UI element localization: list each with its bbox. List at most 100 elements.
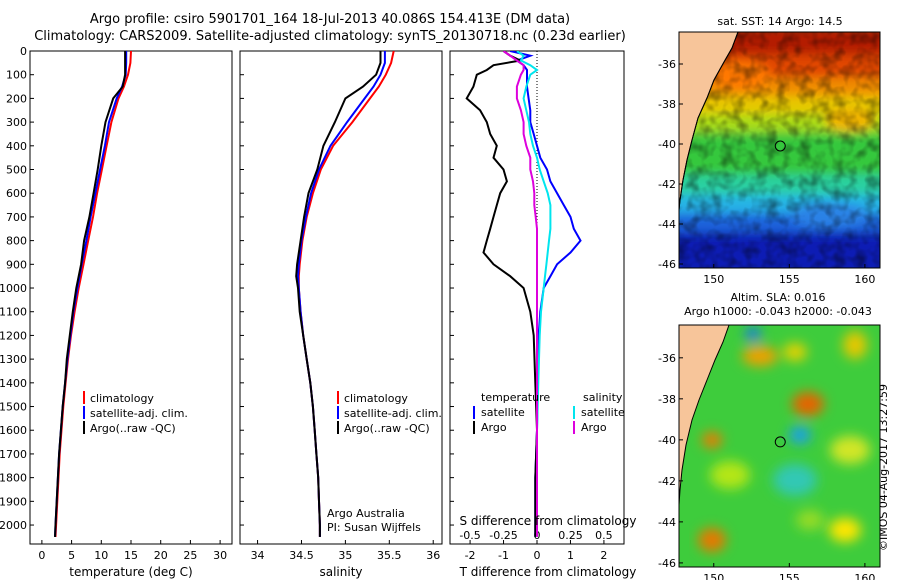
s-tick-label: 0.25 [558, 529, 583, 542]
map-x-tick-label: 150 [703, 273, 724, 286]
depth-tick-label: 600 [6, 187, 27, 200]
x-tick-label: 34 [251, 549, 265, 562]
x-tick-label: 15 [124, 549, 138, 562]
legend-header-temperature: temperature [481, 391, 550, 404]
depth-tick-label: 500 [6, 164, 27, 177]
map-y-tick-label: -40 [658, 138, 676, 151]
figure-title-line1: Argo profile: csiro 5901701_164 18-Jul-2… [89, 12, 571, 27]
sla-profile-location-marker [774, 436, 786, 448]
sal-diff-argo-line [502, 51, 538, 537]
legend-label-satellite: satellite-adj. clim. [344, 407, 442, 420]
depth-tick-label: 2000 [0, 519, 27, 532]
x-tick-label: -1 [498, 549, 509, 562]
depth-tick-label: 0 [20, 45, 27, 58]
map-y-tick-label: -44 [658, 218, 676, 231]
difference-legend: temperature salinity satellite Argo sate… [473, 391, 625, 434]
depth-tick-label: 1000 [0, 282, 27, 295]
depth-tick-label: 1200 [0, 329, 27, 342]
temperature-panel-frame [29, 50, 233, 545]
map-x-tick-label: 160 [854, 572, 875, 580]
legend-label-satellite: satellite-adj. clim. [90, 407, 188, 420]
depth-tick-label: 900 [6, 258, 27, 271]
argo-australia-label: Argo Australia [327, 507, 405, 520]
map-y-tick-label: -40 [658, 434, 676, 447]
x-tick-label: 20 [154, 549, 168, 562]
sla-map-axes: 150 155 160 -36 -38 -40 -42 -44 -46 [658, 352, 875, 580]
x-tick-label: 1 [567, 549, 574, 562]
sla-map-subtitle: Argo h1000: -0.043 h2000: -0.043 [684, 305, 872, 318]
difference-series-group [465, 51, 582, 537]
map-x-tick-label: 150 [703, 572, 724, 580]
temperature-argo-line [54, 51, 127, 537]
x-tick-label: 10 [94, 549, 108, 562]
x-tick-label: 0 [38, 549, 45, 562]
sla-map-title: Altim. SLA: 0.016 [730, 291, 825, 304]
depth-tick-label: 300 [6, 116, 27, 129]
salinity-legend: climatology satellite-adj. clim. Argo(..… [337, 391, 442, 435]
depth-tick-label: 200 [6, 92, 27, 105]
x-tick-label: 25 [183, 549, 197, 562]
legend-label-argo: Argo(..raw -QC) [90, 422, 176, 435]
x-tick-label: 0 [534, 549, 541, 562]
map-y-tick-label: -46 [658, 557, 676, 570]
sst-map-axes: 150 155 160 -36 -38 -40 -42 -44 -46 [658, 58, 875, 286]
salinity-series-group [295, 51, 395, 537]
x-tick-label: 36 [426, 549, 440, 562]
depth-tick-label: 800 [6, 235, 27, 248]
temp-diff-argo-line [465, 51, 539, 537]
temperature-legend: climatology satellite-adj. clim. Argo(..… [83, 391, 188, 435]
depth-tick-label: 1800 [0, 472, 27, 485]
x-tick-label: 35.5 [377, 549, 402, 562]
depth-axis: 0 100 200 300 400 500 600 700 800 900 1000 1100 1200… [0, 45, 454, 532]
map-y-tick-label: -38 [658, 393, 676, 406]
legend-label-climatology: climatology [90, 392, 154, 405]
depth-tick-label: 1500 [0, 401, 27, 414]
map-y-tick-label: -36 [658, 352, 676, 365]
sal-diff-satellite-line [516, 51, 552, 537]
map-y-tick-label: -38 [658, 98, 676, 111]
map-x-tick-label: 155 [779, 273, 800, 286]
x-tick-label: 5 [68, 549, 75, 562]
depth-tick-label: 100 [6, 69, 27, 82]
salinity-axis-label: salinity [319, 565, 362, 579]
sla-map-frame [678, 324, 881, 568]
map-y-tick-label: -46 [658, 258, 676, 271]
x-tick-label: 30 [213, 549, 227, 562]
legend-label-t-argo: Argo [481, 421, 507, 434]
map-y-tick-label: -36 [658, 58, 676, 71]
s-tick-label: -0.5 [459, 529, 480, 542]
s-difference-axis-label: S difference from climatology [460, 514, 637, 528]
legend-label-s-argo: Argo [581, 421, 607, 434]
sst-map-frame [678, 31, 881, 269]
map-y-tick-label: -42 [658, 178, 676, 191]
depth-tick-label: 700 [6, 211, 27, 224]
temperature-series-group [54, 51, 132, 537]
x-tick-label: 35 [338, 549, 352, 562]
map-y-tick-label: -42 [658, 475, 676, 488]
s-tick-label: 0.5 [595, 529, 613, 542]
depth-tick-label: 1600 [0, 424, 27, 437]
salinity-panel-frame [239, 50, 443, 545]
depth-tick-label: 1400 [0, 377, 27, 390]
depth-tick-label: 1300 [0, 353, 27, 366]
salinity-x-axis: 34 34.5 35 35.5 36 [251, 540, 440, 562]
legend-label-s-satellite: satellite [581, 406, 625, 419]
legend-label-argo: Argo(..raw -QC) [344, 422, 430, 435]
x-tick-label: 2 [600, 549, 607, 562]
sst-heatmap [679, 32, 880, 268]
temperature-axis-label: temperature (deg C) [69, 565, 192, 579]
salinity-argo-line [295, 51, 382, 537]
temperature-x-axis: 0 5 10 15 20 25 30 [38, 540, 227, 562]
map-x-tick-label: 155 [779, 572, 800, 580]
depth-tick-label: 1900 [0, 495, 27, 508]
depth-tick-label: 400 [6, 140, 27, 153]
x-tick-label: -2 [465, 549, 476, 562]
depth-tick-label: 1700 [0, 448, 27, 461]
x-tick-label: 34.5 [289, 549, 314, 562]
depth-tick-label: 1100 [0, 306, 27, 319]
figure-title-line2: Climatology: CARS2009. Satellite-adjuste… [34, 29, 626, 44]
pi-name-label: PI: Susan Wijffels [327, 521, 421, 534]
difference-x-axis: -2 -1 0 1 2-0.5 -0.25 0 0.25 0.5 [459, 529, 612, 562]
legend-header-salinity: salinity [583, 391, 623, 404]
